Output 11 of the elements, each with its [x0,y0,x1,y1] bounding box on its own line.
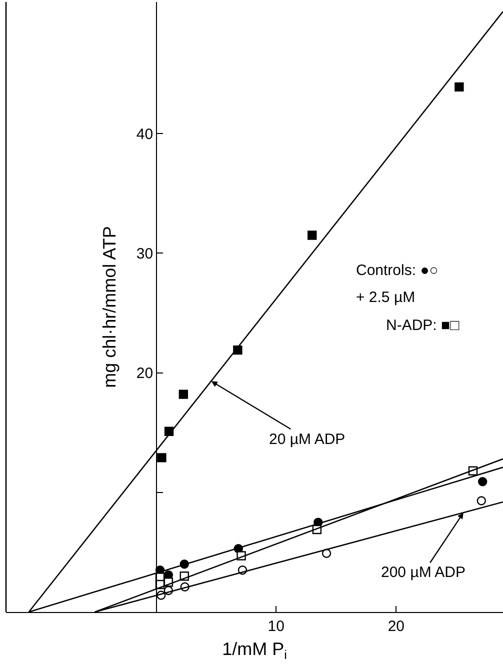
x-tick-label: 10 [268,618,284,635]
annotation: 200 µM ADP [381,564,466,581]
annotation: + 2.5 µM [356,289,416,306]
x-axis-title: 1/mM P$_{i}$ [222,639,287,662]
y-tick-label: 40 [136,126,154,143]
y-tick-label: 20 [136,365,154,382]
annotation: N-ADP: ■□ [386,317,460,334]
annotation: Controls: ●○ [356,262,438,279]
y-tick-label: 30 [136,245,154,262]
annotation: 20 µM ADP [269,431,346,448]
y-axis-title: mg chl·hr/mmol ATP [100,226,120,388]
